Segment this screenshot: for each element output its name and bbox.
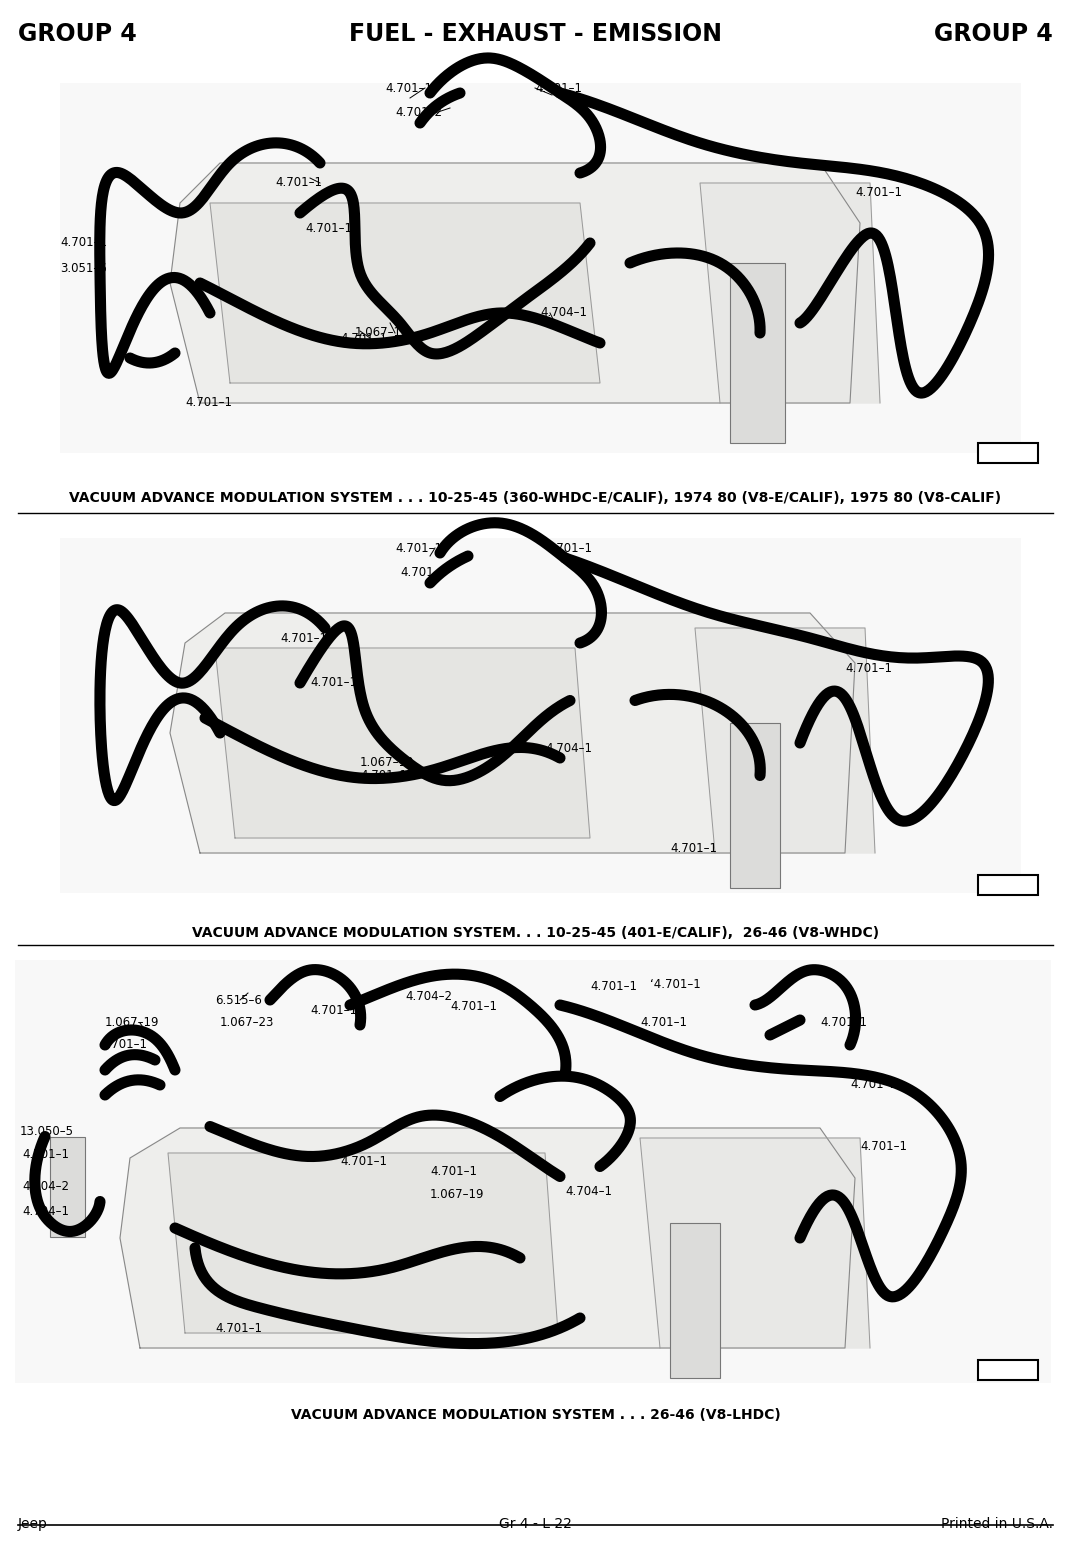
Text: J-5916: J-5916 <box>990 1364 1027 1376</box>
Text: 4.701–1: 4.701–1 <box>860 1140 907 1152</box>
Text: 4.701–1: 4.701–1 <box>275 177 322 189</box>
Text: ‘4.701–1: ‘4.701–1 <box>650 978 700 991</box>
Polygon shape <box>120 1127 855 1348</box>
Bar <box>60 82 1021 453</box>
Text: 4.701–2: 4.701–2 <box>395 107 442 120</box>
Bar <box>15 960 1051 1384</box>
Text: Gr 4 - L 22: Gr 4 - L 22 <box>499 1517 572 1531</box>
Text: 4.701–1: 4.701–1 <box>280 632 327 644</box>
Text: 4.704–1: 4.704–1 <box>545 741 592 755</box>
Text: 1.067–19: 1.067–19 <box>105 1017 160 1030</box>
Text: 4.701–1: 4.701–1 <box>305 222 352 235</box>
Text: 4.701–1: 4.701–1 <box>22 1148 69 1162</box>
Polygon shape <box>700 183 880 402</box>
Text: 4.701–1: 4.701–1 <box>845 662 892 674</box>
Polygon shape <box>170 163 860 402</box>
Text: VACUUM ADVANCE MODULATION SYSTEM . . . 10-25-45 (360-WHDC-E/CALIF), 1974 80 (V8-: VACUUM ADVANCE MODULATION SYSTEM . . . 1… <box>70 491 1001 505</box>
Text: 6.515–6: 6.515–6 <box>215 994 262 1006</box>
Text: Jeep: Jeep <box>18 1517 48 1531</box>
Text: 1.067–19: 1.067–19 <box>360 756 414 769</box>
Polygon shape <box>695 627 875 853</box>
Text: 4.704–2: 4.704–2 <box>22 1180 69 1193</box>
Bar <box>978 443 1038 463</box>
Text: 1.067–19: 1.067–19 <box>429 1188 484 1200</box>
Text: J-5914: J-5914 <box>990 447 1027 460</box>
Text: Printed in U.S.A.: Printed in U.S.A. <box>941 1517 1053 1531</box>
Text: 4.701–1: 4.701–1 <box>820 1017 868 1030</box>
Text: VACUUM ADVANCE MODULATION SYSTEM . . . 26-46 (V8-LHDC): VACUUM ADVANCE MODULATION SYSTEM . . . 2… <box>290 1409 781 1423</box>
Bar <box>978 1360 1038 1381</box>
Text: 4.701–1: 4.701–1 <box>215 1322 262 1334</box>
Text: 4.701–1: 4.701–1 <box>185 396 232 410</box>
Text: 4.701–1: 4.701–1 <box>855 186 902 199</box>
Text: 4.704–2: 4.704–2 <box>405 991 452 1003</box>
Text: 4.704–1: 4.704–1 <box>565 1185 612 1197</box>
Text: 4.701–1: 4.701–1 <box>429 1165 477 1179</box>
Text: 13.050–5: 13.050–5 <box>20 1124 74 1138</box>
Text: 4.701–1: 4.701–1 <box>670 842 716 854</box>
Text: 4.701–1: 4.701–1 <box>536 81 582 95</box>
Text: GROUP 4: GROUP 4 <box>18 22 137 47</box>
Text: 1.067–23: 1.067–23 <box>220 1017 274 1030</box>
Text: 4.701–1: 4.701–1 <box>100 1039 147 1051</box>
Text: 4.701–1: 4.701–1 <box>384 81 432 95</box>
Text: 4.701–1: 4.701–1 <box>310 1003 357 1017</box>
Text: 4.701–1: 4.701–1 <box>310 677 357 690</box>
Text: 4.701–1: 4.701–1 <box>340 331 387 345</box>
Bar <box>60 537 1021 893</box>
Polygon shape <box>168 1152 558 1332</box>
Text: FUEL - EXHAUST - EMISSION: FUEL - EXHAUST - EMISSION <box>349 22 722 47</box>
Text: 1.067–19: 1.067–19 <box>355 326 409 340</box>
Text: 4.701–1: 4.701–1 <box>340 1155 387 1168</box>
Text: 4.704–1: 4.704–1 <box>540 306 587 320</box>
Text: 4.701–1: 4.701–1 <box>850 1078 897 1092</box>
Text: 4.701–1: 4.701–1 <box>395 542 442 554</box>
Text: 4.701–1: 4.701–1 <box>450 1000 497 1014</box>
Bar <box>730 262 785 443</box>
Bar <box>670 1224 720 1378</box>
Text: 3.051–6: 3.051–6 <box>60 261 107 275</box>
Bar <box>50 1137 85 1236</box>
Text: 4.701–1: 4.701–1 <box>60 236 107 250</box>
Polygon shape <box>210 203 600 384</box>
Polygon shape <box>215 648 590 839</box>
Bar <box>978 874 1038 895</box>
Text: 4.701–1: 4.701–1 <box>590 980 637 994</box>
Text: 4.701–2: 4.701–2 <box>399 567 447 579</box>
Text: 4.701–1: 4.701–1 <box>640 1017 687 1030</box>
Text: GROUP 4: GROUP 4 <box>934 22 1053 47</box>
Polygon shape <box>640 1138 870 1348</box>
Polygon shape <box>170 613 855 853</box>
Text: J-5915: J-5915 <box>990 879 1027 891</box>
Text: 4.704–1: 4.704–1 <box>22 1205 69 1218</box>
Text: 4.701–1: 4.701–1 <box>545 542 592 554</box>
Text: 4.701–1: 4.701–1 <box>360 769 407 783</box>
Text: VACUUM ADVANCE MODULATION SYSTEM. . . 10-25-45 (401-E/CALIF),  26-46 (V8-WHDC): VACUUM ADVANCE MODULATION SYSTEM. . . 10… <box>192 926 879 940</box>
Bar <box>730 724 780 888</box>
